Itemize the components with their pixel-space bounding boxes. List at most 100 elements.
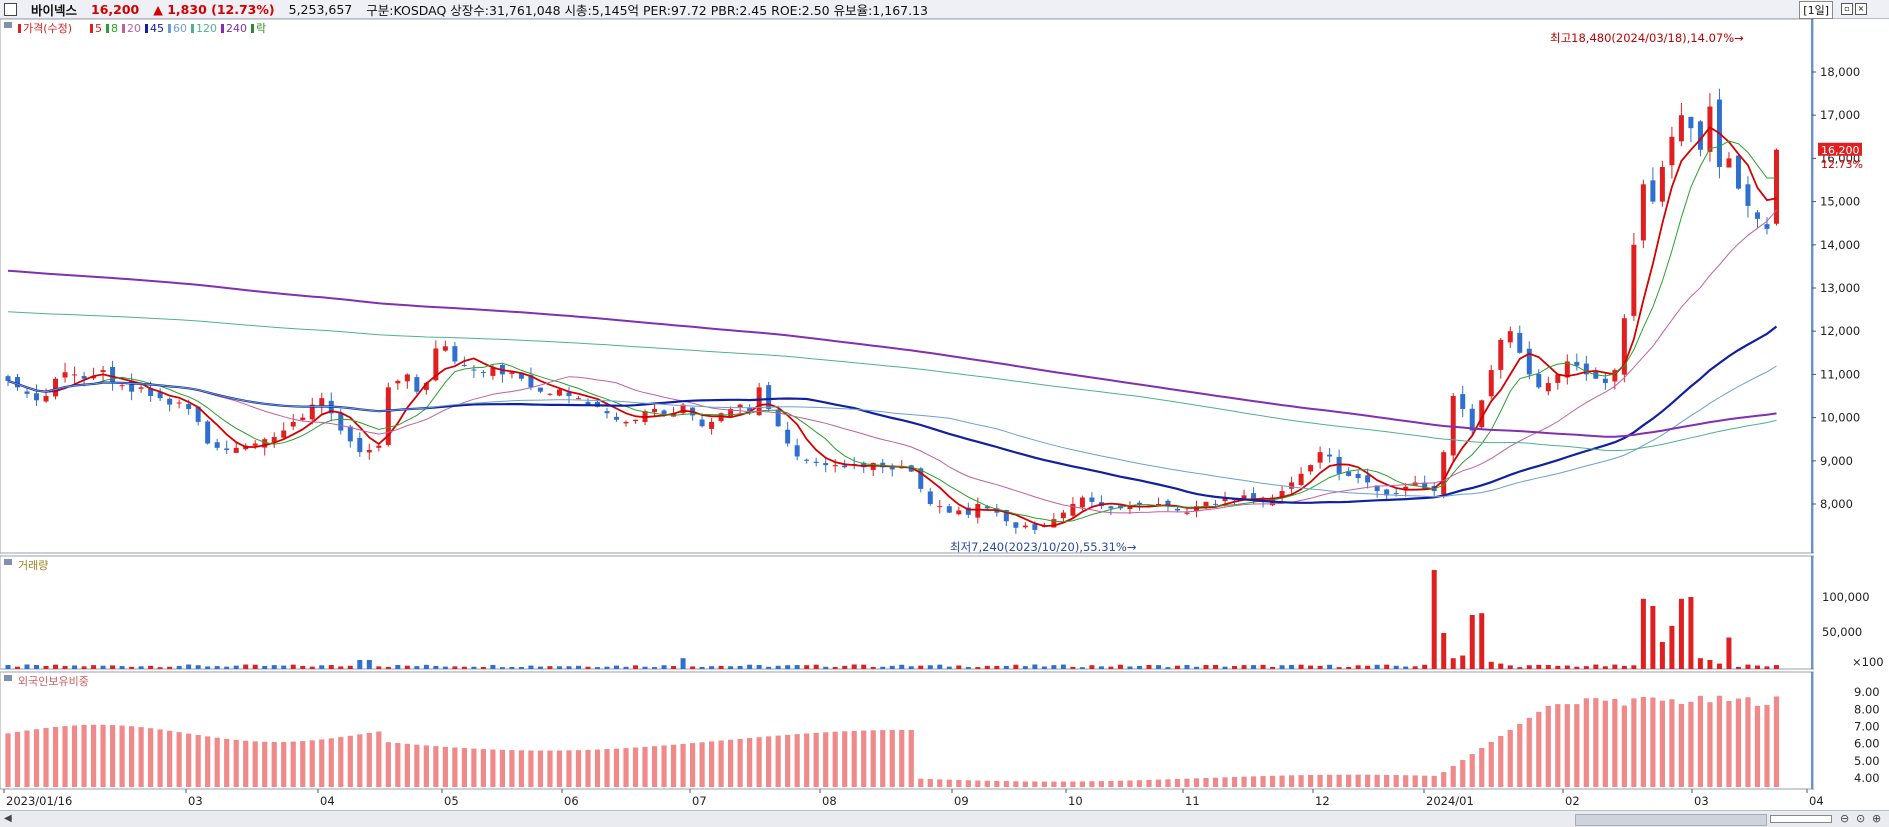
candle-body [509,372,515,374]
volume-bar [1574,666,1580,669]
volume-bar [975,667,981,669]
foreign-bar [1697,695,1704,787]
foreign-bar [1070,781,1076,787]
maximize-icon[interactable]: ▫ [1841,3,1853,15]
current-change-label: 12.73% [1821,158,1863,171]
x-tick-label: 04 [320,794,335,808]
foreign-bar [157,729,163,787]
foreign-bar [1583,698,1589,787]
volume-bar [1555,665,1561,669]
candle-body [290,421,296,427]
candle-body [338,412,344,431]
foreign-bar [1460,760,1466,787]
candle-body [1697,121,1703,150]
volume-bar [461,666,467,669]
candle-body [186,404,192,409]
volume-legend: 거래량 [18,559,48,572]
panel-1 [0,555,1815,670]
volume-bar [1488,661,1494,669]
foreign-bar [718,740,724,787]
volume-bar [1270,666,1276,669]
foreign-bar [319,739,325,787]
close-icon[interactable]: × [1855,3,1867,15]
volume-bar [1745,664,1751,669]
candle-body [1308,465,1314,472]
volume-bar [737,666,743,669]
volume-bar [1327,664,1333,669]
zoom-in-icon[interactable]: ⊕ [1872,812,1882,825]
candle-body [1136,502,1142,504]
volume-bar [1678,598,1684,669]
foreign-bar [395,743,401,787]
volume-bar [281,665,287,669]
candle-body [1754,212,1760,219]
candle-body [1422,482,1428,489]
volume-bar [1469,615,1475,669]
foreign-bar [442,746,448,787]
period-selector[interactable]: [1일] [1799,1,1833,19]
foreign-bar [908,729,914,787]
volume-bar [775,665,781,669]
candle-body [5,376,11,381]
foreign-bar [1631,698,1637,787]
foreign-bar [1441,772,1447,787]
volume-bar [1174,665,1180,669]
candle-body [1155,504,1161,505]
ma-line-60 [7,365,1777,498]
scroll-thumb[interactable] [1575,814,1767,826]
candle-body [1574,361,1580,366]
volume-bar [62,666,68,669]
candle-body [1365,475,1371,483]
x-tick-label: 03 [1694,794,1709,808]
volume-bar [271,665,277,669]
volume-bar [1108,666,1114,669]
zoom-reset-icon[interactable]: ⊙ [1856,812,1866,825]
foreign-bar [1384,774,1390,787]
volume-bar [1260,664,1266,669]
candle-body [404,374,410,382]
stock-details: 구분:KOSDAQ 상장수:31,761,048 시총:5,145억 PER:9… [366,2,928,18]
chart-scrollbar[interactable]: ◀ ⊖ ⊙ ⊕ [0,810,1889,827]
volume-bar [214,666,220,669]
zoom-slider[interactable] [1770,815,1832,823]
foreign-bar [1764,704,1770,787]
scroll-left-icon[interactable]: ◀ [4,813,12,824]
candle-body [138,387,144,389]
volume-bar [138,666,144,669]
candle-body [1070,504,1076,516]
foreign-bar [1336,774,1342,787]
foreign-bar [1536,711,1542,787]
foreign-bar [566,750,572,787]
candle-body [680,404,686,414]
volume-bar [1098,666,1104,669]
volume-bar [528,665,534,669]
zoom-out-icon[interactable]: ⊖ [1840,812,1850,825]
volume-bar [1184,664,1190,669]
foreign-bar [1707,702,1713,787]
candle-body [452,346,458,362]
foreign-bar [1726,701,1732,787]
foreign-bar [14,731,21,787]
foreign-bar [1355,774,1361,787]
select-checkbox[interactable] [4,2,17,16]
volume-bar [575,665,581,669]
foreign-tick-label: 9.00 [1854,685,1880,699]
volume-bar [1213,664,1219,669]
foreign-bar [205,736,211,787]
candle-body [813,461,819,463]
foreign-bar [1469,754,1475,787]
volume-bar [395,665,401,669]
volume-bar [747,664,753,669]
candle-body [861,462,867,468]
current-price: 16,200 [91,1,140,17]
foreign-bar [670,744,677,787]
candle-body [1393,492,1399,494]
x-tick-label: 2024/01 [1426,794,1474,808]
candle-body [224,448,230,450]
candle-body [899,467,905,469]
volume-bar [918,665,924,669]
candle-body [1583,363,1589,375]
foreign-bar [1678,703,1685,787]
foreign-bar [528,750,534,787]
